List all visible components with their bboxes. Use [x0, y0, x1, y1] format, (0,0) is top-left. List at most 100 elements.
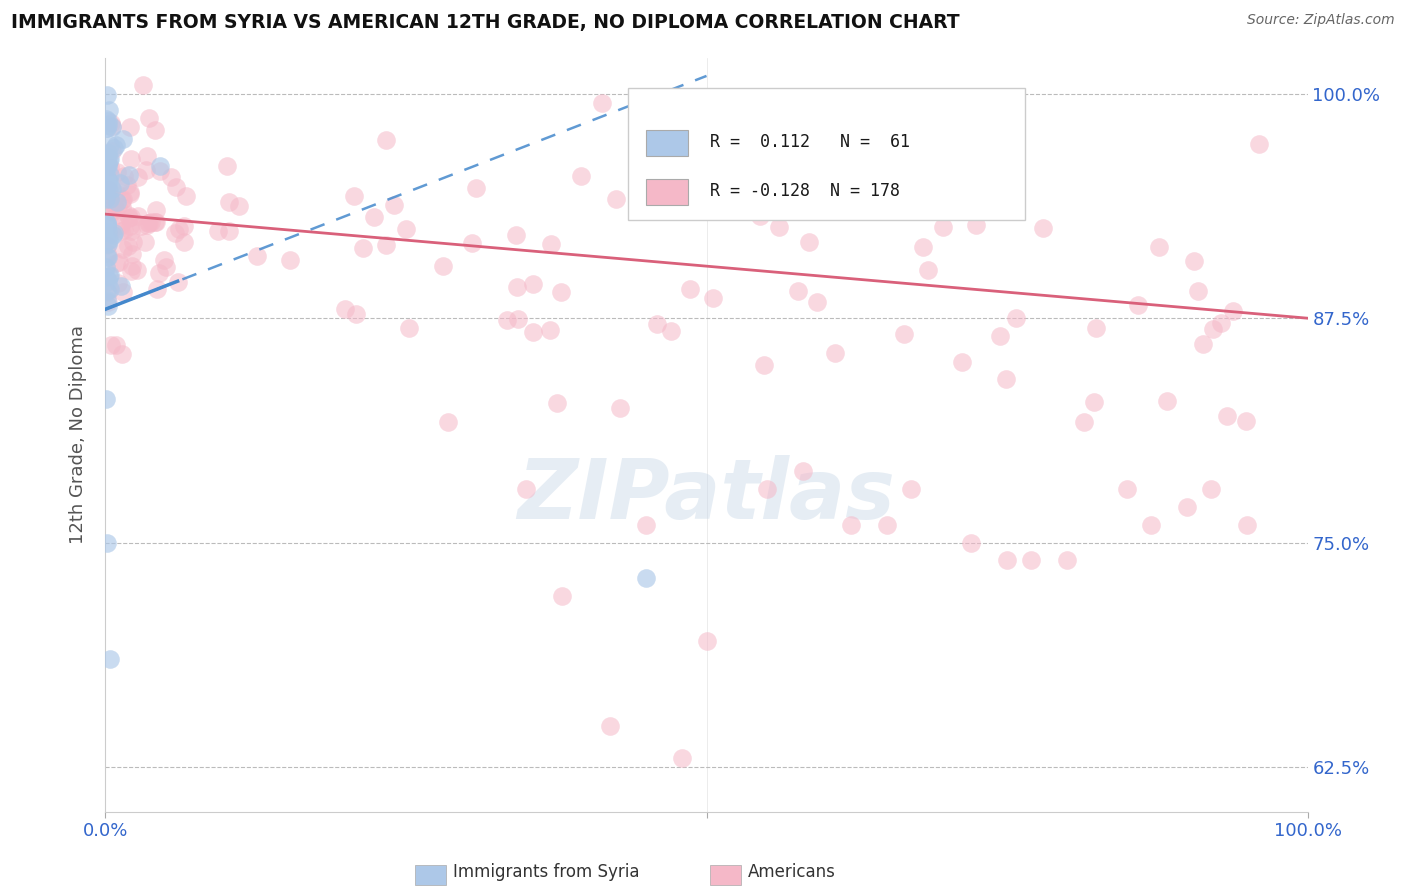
Point — [912, 240, 935, 254]
Point — [506, 312, 529, 326]
Point — [363, 210, 385, 224]
Point — [636, 571, 658, 585]
Point — [218, 195, 240, 210]
Point — [98, 268, 121, 282]
Point — [1019, 553, 1042, 567]
Point — [117, 208, 139, 222]
Point — [97, 233, 120, 247]
Point — [112, 223, 135, 237]
Point — [118, 187, 141, 202]
Point — [1147, 240, 1170, 254]
Point — [94, 269, 117, 284]
Point — [374, 133, 396, 147]
Point — [988, 328, 1011, 343]
Point — [96, 246, 118, 260]
Point — [118, 211, 141, 225]
Point — [591, 95, 613, 110]
Point — [1182, 254, 1205, 268]
Point — [98, 160, 121, 174]
Text: R =  0.112   N =  61: R = 0.112 N = 61 — [710, 134, 910, 152]
Point — [96, 535, 118, 549]
Point — [893, 326, 915, 341]
Point — [115, 178, 138, 192]
Point — [101, 205, 124, 219]
Point — [384, 198, 406, 212]
Point — [830, 159, 852, 173]
Point — [768, 219, 790, 234]
Text: IMMIGRANTS FROM SYRIA VS AMERICAN 12TH GRADE, NO DIPLOMA CORRELATION CHART: IMMIGRANTS FROM SYRIA VS AMERICAN 12TH G… — [11, 13, 960, 32]
Point — [111, 194, 134, 208]
Point — [1201, 482, 1223, 496]
Point — [1236, 517, 1258, 532]
Point — [932, 220, 955, 235]
Point — [960, 535, 983, 549]
Point — [101, 228, 124, 243]
Point — [96, 392, 118, 406]
Point — [96, 217, 118, 231]
Point — [437, 415, 460, 429]
Point — [148, 159, 170, 173]
Point — [97, 183, 120, 197]
FancyBboxPatch shape — [647, 129, 689, 156]
Point — [103, 198, 125, 212]
Point — [522, 277, 544, 291]
Point — [100, 338, 122, 352]
Point — [110, 279, 132, 293]
Point — [101, 119, 124, 133]
Point — [1004, 311, 1026, 326]
Point — [599, 718, 621, 732]
Point — [97, 299, 120, 313]
Point — [702, 291, 724, 305]
Point — [246, 249, 269, 263]
Point — [1234, 414, 1257, 428]
Point — [94, 167, 117, 181]
Point — [1083, 394, 1105, 409]
Point — [107, 255, 129, 269]
Point — [120, 120, 142, 134]
Point — [153, 253, 176, 268]
Point — [280, 252, 302, 267]
Point — [118, 219, 141, 234]
Point — [146, 283, 169, 297]
Point — [96, 285, 118, 299]
Point — [145, 203, 167, 218]
Point — [1126, 298, 1149, 312]
Point — [398, 321, 420, 335]
Point — [696, 634, 718, 648]
Point — [120, 185, 142, 199]
Point — [839, 517, 862, 532]
Point — [950, 355, 973, 369]
Point — [96, 158, 118, 172]
Point — [1192, 337, 1215, 351]
Point — [120, 210, 142, 224]
Point — [120, 264, 142, 278]
Point — [165, 226, 187, 240]
Point — [96, 293, 118, 307]
Point — [98, 168, 121, 182]
Point — [148, 267, 170, 281]
Point — [571, 169, 593, 183]
Text: Americans: Americans — [748, 863, 835, 881]
Point — [135, 163, 157, 178]
Point — [165, 180, 187, 194]
Point — [96, 234, 118, 248]
Point — [149, 164, 172, 178]
Point — [96, 250, 118, 264]
Point — [806, 295, 828, 310]
Point — [96, 120, 118, 135]
Point — [112, 169, 135, 184]
Point — [505, 228, 527, 243]
Point — [1116, 482, 1139, 496]
FancyBboxPatch shape — [628, 88, 1025, 220]
Point — [98, 103, 121, 117]
Point — [917, 263, 939, 277]
Point — [900, 482, 922, 496]
Point — [1056, 553, 1078, 567]
Point — [1187, 284, 1209, 298]
Point — [145, 215, 167, 229]
Point — [1211, 316, 1233, 330]
Point — [136, 216, 159, 230]
Point — [120, 152, 142, 166]
Point — [749, 209, 772, 223]
Point — [1201, 322, 1223, 336]
